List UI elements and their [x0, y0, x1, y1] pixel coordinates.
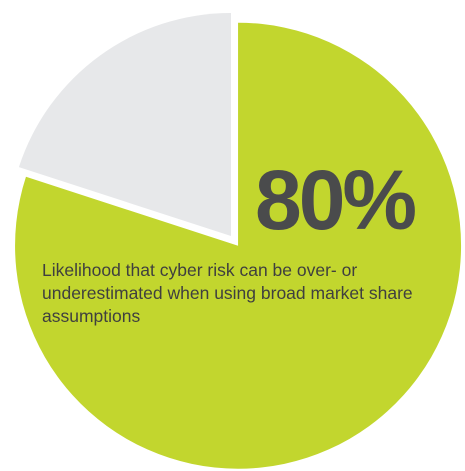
- pie-slice-2: [18, 13, 231, 236]
- chart-caption: Likelihood that cyber risk can be over- …: [42, 260, 413, 326]
- big-percentage-value: 80%: [255, 153, 417, 247]
- pie-slice-1: [15, 22, 462, 469]
